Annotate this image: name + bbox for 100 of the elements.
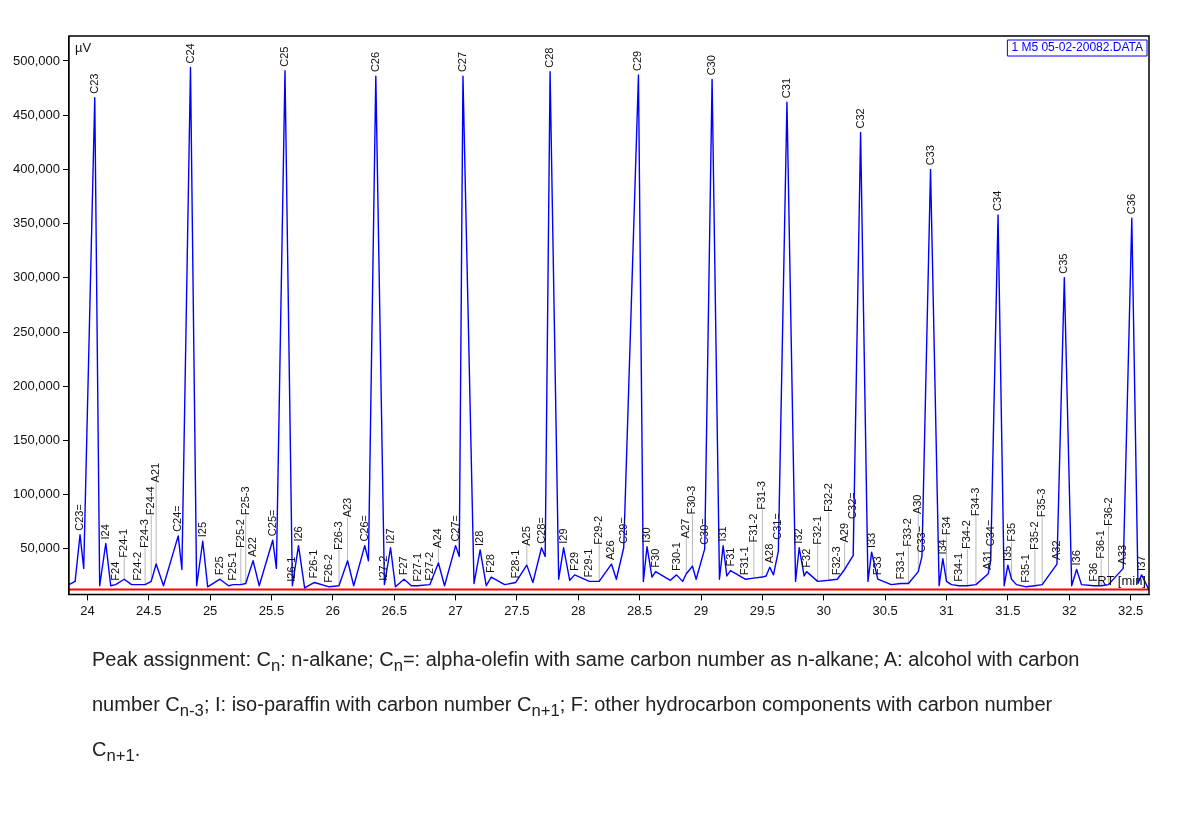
- annotation: A25: [519, 526, 532, 546]
- annotation: C27: [455, 51, 468, 73]
- annotation: C23=: [73, 504, 86, 531]
- annotation: F33-2: [901, 518, 914, 547]
- annotation: I36: [1069, 550, 1082, 566]
- y-tick-label: 500,000: [12, 52, 60, 68]
- annotation: F35-2: [1027, 521, 1040, 551]
- annotation: C27=: [448, 515, 461, 542]
- x-tick-label: 28: [571, 602, 586, 618]
- annotation: A22: [246, 537, 259, 557]
- annotation: C33=: [914, 525, 927, 553]
- y-tick-label: 300,000: [12, 269, 60, 285]
- annotation: C29=: [616, 517, 629, 544]
- annotation: C33: [923, 145, 936, 166]
- annotation: A28: [762, 543, 775, 564]
- x-tick-label: 25.5: [258, 602, 285, 618]
- annotation: C25: [278, 46, 291, 67]
- y-tick-label: 50,000: [20, 540, 60, 556]
- x-tick-label: 25: [202, 602, 218, 618]
- annotation: F31: [723, 547, 736, 567]
- x-tick-label: 24: [80, 602, 95, 618]
- annotation: F34-1: [951, 552, 964, 582]
- annotation: F34: [939, 516, 952, 536]
- annotation: F27-2: [422, 551, 435, 581]
- annotation: F26-2: [322, 554, 335, 583]
- annotation: F29: [567, 551, 580, 571]
- annotation: F24: [108, 561, 121, 581]
- annotation: A32: [1049, 540, 1062, 561]
- annotation: F24-2: [130, 551, 143, 581]
- annotation: F25: [212, 556, 225, 576]
- annotation: F35-3: [1035, 488, 1048, 518]
- x-tick-label: 28.5: [627, 602, 653, 618]
- x-tick-label: 27: [448, 602, 463, 618]
- annotation: A24: [431, 528, 444, 548]
- annotation: C29: [631, 50, 644, 72]
- annotation: C34=: [983, 519, 996, 547]
- x-tick-label: 24.5: [136, 602, 162, 618]
- annotation: A33: [1116, 544, 1129, 565]
- annotation: C31=: [771, 513, 784, 540]
- annotation: A29: [837, 522, 850, 543]
- annotation: F29-2: [592, 515, 605, 545]
- annotation: F35: [1004, 522, 1017, 542]
- annotation: A23: [340, 497, 353, 518]
- x-tick-label: 30: [816, 602, 831, 618]
- annotation: F26-1: [307, 549, 320, 579]
- y-tick-label: 100,000: [12, 486, 60, 502]
- annotation: F24-3: [138, 519, 151, 548]
- annotation: I31: [716, 526, 729, 542]
- annotation: F28-1: [508, 549, 521, 579]
- y-tick-label: 200,000: [12, 377, 60, 393]
- annotation: F33: [870, 556, 883, 576]
- annotation: A26: [604, 540, 617, 561]
- annotation: F36-1: [1094, 530, 1107, 559]
- annotation: A30: [911, 494, 924, 515]
- annotation: C36: [1124, 193, 1137, 215]
- annotation: F29-1: [582, 548, 595, 578]
- annotation: C34: [991, 190, 1004, 211]
- x-tick-label: 27.5: [504, 602, 530, 618]
- x-tick-label: 31: [939, 602, 954, 618]
- annotation: F31-3: [755, 481, 768, 510]
- annotation: F34-2: [960, 520, 973, 549]
- annotation: F31-2: [746, 513, 759, 543]
- annotation: A31: [981, 550, 994, 570]
- annotation: C32: [853, 108, 866, 129]
- annotation: A21: [149, 462, 162, 483]
- annotation: C24: [183, 43, 196, 64]
- annotation: F24-1: [117, 528, 130, 558]
- x-tick-label: 26.5: [381, 602, 407, 618]
- annotation: F30-3: [685, 485, 698, 515]
- annotation: F32-1: [810, 515, 823, 545]
- annotation: C28=: [534, 517, 547, 544]
- annotation: F30: [648, 548, 661, 568]
- annotation: I26: [291, 526, 304, 542]
- x-tick-label: 31.5: [995, 602, 1021, 618]
- annotation: F27: [397, 556, 410, 576]
- annotation: F24-4: [144, 486, 157, 516]
- annotation: C30: [705, 55, 718, 76]
- annotation: F36-2: [1101, 497, 1114, 527]
- annotation: F34-3: [968, 487, 981, 517]
- annotation: F25-3: [238, 486, 251, 516]
- annotation: C26=: [357, 515, 370, 542]
- annotation: I37: [1134, 555, 1147, 571]
- annotation: C24=: [171, 505, 184, 532]
- y-tick-label: 450,000: [12, 106, 60, 122]
- annotation: F31-1: [738, 546, 751, 576]
- x-tick-label: 29.5: [749, 602, 776, 618]
- annotation: F32-2: [821, 483, 834, 512]
- annotation: A27: [679, 518, 692, 539]
- annotation: 1 M5 05-02-20082.DATA: [1011, 40, 1143, 55]
- annotation: F26-3: [332, 521, 345, 551]
- annotation: F36: [1086, 562, 1099, 582]
- annotation: I29: [556, 528, 569, 544]
- annotation: F32: [799, 548, 812, 568]
- annotation: I25: [195, 521, 208, 538]
- annotation: I30: [640, 527, 653, 543]
- annotation: C32=: [846, 492, 859, 519]
- x-tick-label: 30.5: [872, 602, 898, 618]
- annotation: F30-1: [669, 542, 682, 571]
- annotation: I27-2: [377, 555, 390, 581]
- annotation: C28: [543, 47, 556, 68]
